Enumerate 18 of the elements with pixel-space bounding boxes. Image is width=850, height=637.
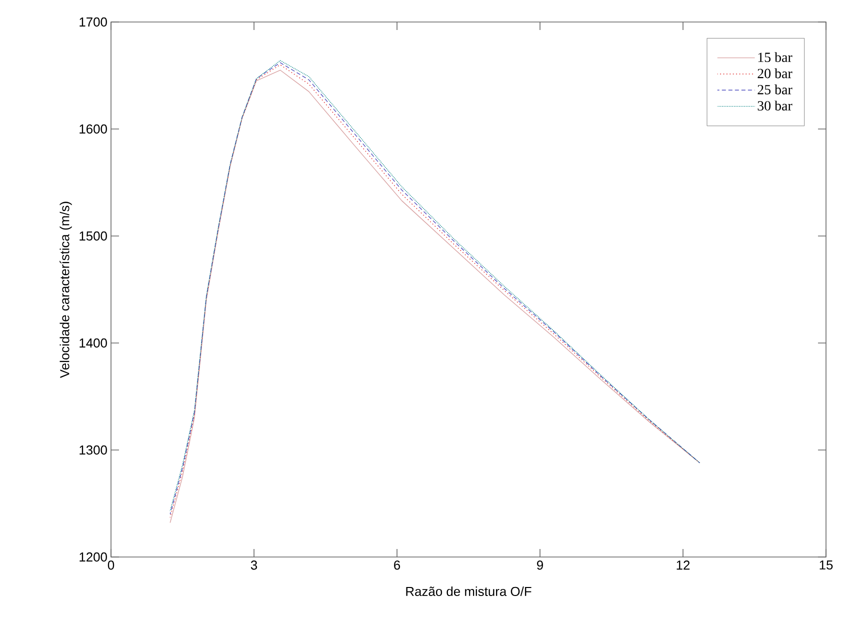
legend-label: 20 bar	[758, 68, 792, 78]
y-tick-label: 1500	[80, 231, 107, 241]
x-tick-label: 0	[108, 560, 114, 570]
y-tick-label: 1700	[80, 17, 107, 27]
x-axis-title: Razão de mistura O/F	[406, 586, 532, 596]
y-tick-label: 1300	[80, 445, 107, 455]
y-tick-label: 1200	[80, 552, 107, 562]
legend-label: 25 bar	[758, 84, 792, 94]
y-axis-title: Velocidade característica (m/s)	[60, 202, 72, 378]
x-tick-label: 15	[820, 560, 833, 570]
x-tick-label: 3	[250, 560, 258, 570]
legend-label: 15 bar	[758, 52, 792, 62]
x-tick-label: 9	[537, 560, 543, 570]
x-tick-label: 12	[676, 560, 690, 570]
y-tick-label: 1600	[80, 124, 107, 134]
legend-label: 30 bar	[758, 100, 792, 111]
x-tick-label: 6	[394, 560, 400, 570]
y-tick-label: 1400	[80, 338, 107, 348]
